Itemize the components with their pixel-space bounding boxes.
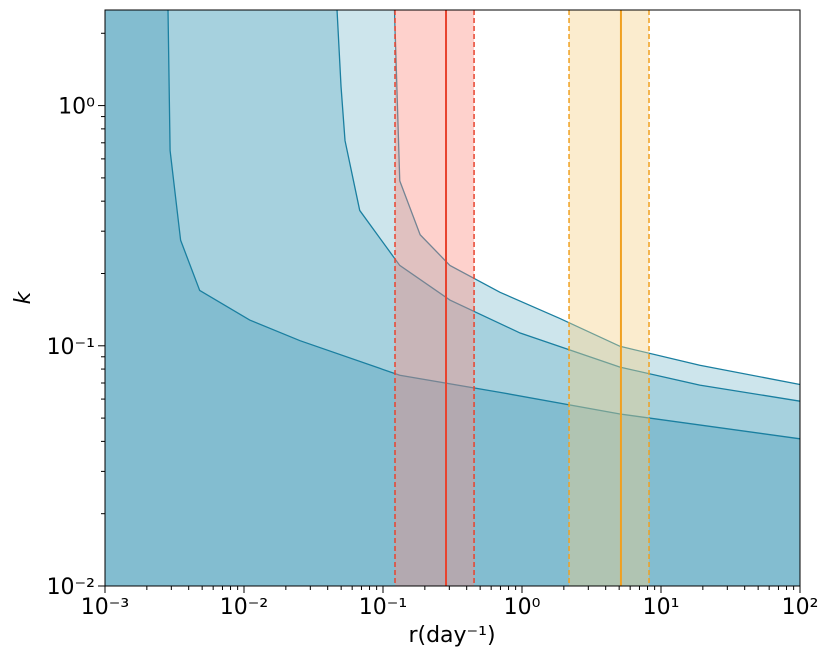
boundary-line bbox=[336, 9, 801, 402]
boundary-line bbox=[393, 9, 801, 386]
band bbox=[569, 10, 650, 586]
x-tick-label: 10¹ bbox=[643, 595, 680, 620]
x-tick-label: 10⁻³ bbox=[81, 595, 129, 620]
x-tick-label: 10⁻² bbox=[220, 595, 268, 620]
y-tick-label: 10⁻² bbox=[47, 575, 95, 600]
y-axis-label: k bbox=[11, 290, 36, 304]
x-tick-label: 10⁻¹ bbox=[359, 595, 407, 620]
plot-frame bbox=[104, 9, 801, 587]
y-tick-label: 10⁰ bbox=[58, 95, 95, 120]
x-tick-label: 10⁰ bbox=[504, 595, 541, 620]
band bbox=[395, 10, 475, 586]
boundary-line bbox=[167, 9, 801, 440]
x-axis-label: r(day⁻¹) bbox=[408, 623, 495, 648]
y-tick-label: 10⁻¹ bbox=[47, 335, 95, 360]
area-fill bbox=[105, 10, 800, 586]
x-tick-label: 10² bbox=[782, 595, 819, 620]
